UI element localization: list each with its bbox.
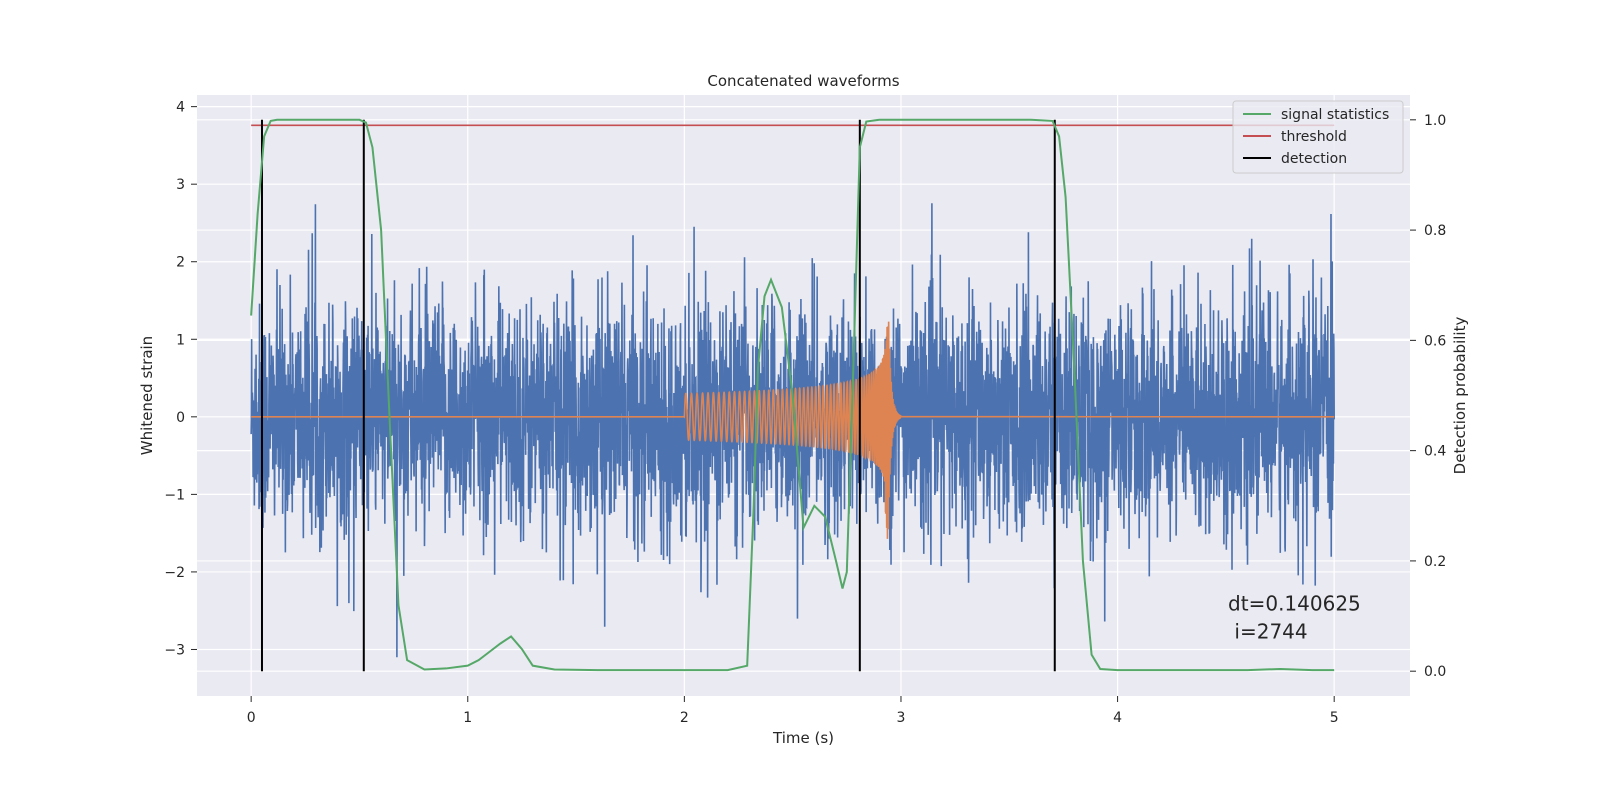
y-tick-label-1: −2: [164, 565, 185, 581]
chart-title: Concatenated waveforms: [707, 72, 899, 90]
x-tick-label-0: 0: [247, 710, 256, 726]
legend-label-0: signal statistics: [1281, 107, 1389, 123]
y2-tick-label-3: 0.6: [1424, 333, 1446, 349]
legend-label-2: detection: [1281, 151, 1347, 167]
x-axis-label: Time (s): [772, 729, 834, 747]
y-tick-label-3: 0: [176, 410, 185, 426]
x-tick-label-2: 2: [680, 710, 689, 726]
y2-axis-ticks: 0.0 0.2 0.4 0.6 0.8 1.0: [1410, 113, 1446, 680]
x-tick-label-4: 4: [1113, 710, 1122, 726]
y-tick-label-6: 3: [176, 177, 185, 193]
y-tick-label-7: 4: [176, 100, 185, 116]
y-tick-label-4: 1: [176, 332, 185, 348]
x-tick-label-1: 1: [463, 710, 472, 726]
y2-tick-label-2: 0.4: [1424, 444, 1446, 460]
legend-label-1: threshold: [1281, 129, 1347, 145]
x-tick-label-5: 5: [1330, 710, 1339, 726]
annotation-index: i=2744: [1228, 620, 1308, 644]
y2-tick-label-0: 0.0: [1424, 664, 1446, 680]
y-tick-label-2: −1: [164, 487, 185, 503]
y-tick-label-0: −3: [164, 642, 185, 658]
series-injected-waveform: [251, 321, 1335, 539]
x-axis-ticks: 0 1 2 3 4 5: [247, 696, 1339, 726]
y-axis-ticks: −3 −2 −1 0 1 2 3 4: [164, 100, 197, 658]
annotation-dt: dt=0.140625: [1228, 592, 1361, 616]
y2-tick-label-4: 0.8: [1424, 223, 1446, 239]
x-tick-label-3: 3: [897, 710, 906, 726]
y-tick-label-5: 2: [176, 255, 185, 271]
y2-tick-label-1: 0.2: [1424, 554, 1446, 570]
y2-tick-label-5: 1.0: [1424, 113, 1446, 129]
legend: signal statistics threshold detection: [1232, 100, 1404, 174]
series-signal-statistics: [250, 118, 1335, 672]
y2-axis-label: Detection probability: [1451, 317, 1469, 475]
legend-box: [1232, 100, 1404, 174]
series-detection: [260, 119, 1056, 672]
y-axis-label: Whitened strain: [138, 336, 156, 455]
series-layer: [250, 118, 1335, 672]
